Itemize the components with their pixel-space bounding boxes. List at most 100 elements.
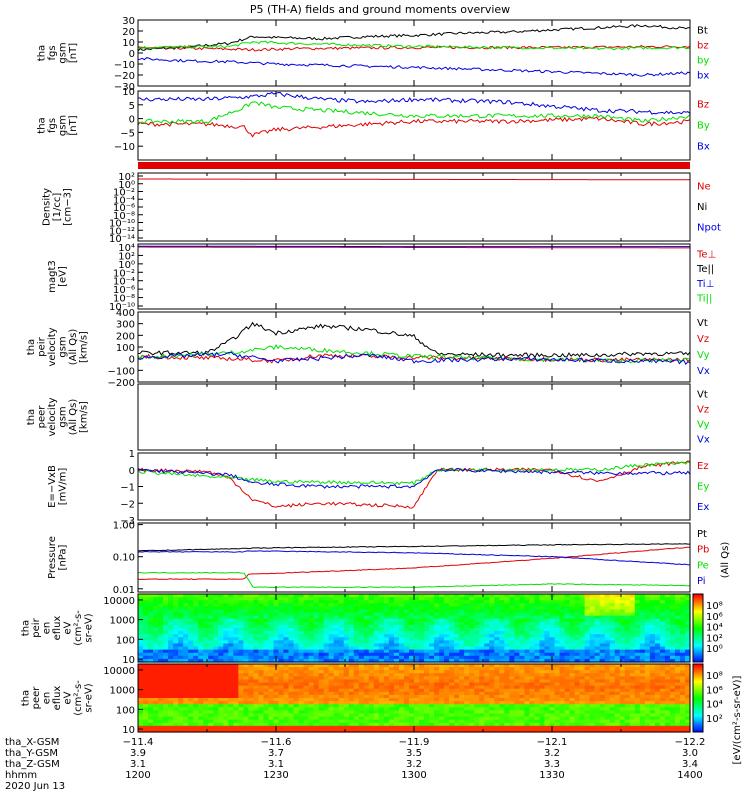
spectrogram-cell xyxy=(383,701,390,705)
spectrogram-cell xyxy=(398,670,405,674)
spectrogram-cell xyxy=(378,673,385,677)
spectrogram-cell xyxy=(599,609,606,614)
spectrogram-cell xyxy=(258,725,265,730)
spectrogram-cell xyxy=(624,606,631,611)
series-line-Pi xyxy=(137,550,691,566)
spectrogram-cell xyxy=(684,646,691,651)
spectrogram-cell xyxy=(674,652,681,657)
spectrogram-cell xyxy=(168,637,174,641)
spectrogram-cell xyxy=(178,673,184,677)
spectrogram-cell xyxy=(429,649,435,654)
spectrogram-cell xyxy=(258,637,265,641)
spectrogram-cell xyxy=(168,673,174,677)
spectrogram-cell xyxy=(358,600,365,604)
spectrogram-cell xyxy=(419,701,425,705)
spectrogram-cell xyxy=(378,634,385,638)
spectrogram-cell xyxy=(268,704,275,708)
spectrogram-cell xyxy=(148,658,154,663)
spectrogram-cell xyxy=(308,704,315,708)
spectrogram-cell xyxy=(188,652,194,657)
spectrogram-cell xyxy=(419,643,425,648)
spectrogram-cell xyxy=(288,719,295,724)
spectrogram-cell xyxy=(368,646,375,651)
spectrogram-cell xyxy=(509,646,515,651)
spectrogram-cell xyxy=(143,670,149,674)
spectrogram-cell xyxy=(138,722,144,727)
spectrogram-cell xyxy=(238,624,244,629)
spectrogram-cell xyxy=(183,649,189,654)
spectrogram-cell xyxy=(393,716,400,721)
spectrogram-cell xyxy=(569,624,576,629)
spectrogram-cell xyxy=(153,652,159,657)
spectrogram-cell xyxy=(218,655,224,660)
ytick-label: 10000 xyxy=(103,596,135,607)
spectrogram-cell xyxy=(574,606,581,611)
spectrogram-cell xyxy=(509,609,515,614)
spectrogram-cell xyxy=(358,640,365,645)
spectrogram-cell xyxy=(183,600,189,604)
spectrogram-cell xyxy=(644,612,651,617)
spectrogram-cell xyxy=(333,710,340,715)
spectrogram-cell xyxy=(363,719,370,724)
spectrogram-cell xyxy=(519,698,525,702)
spectrogram-cell xyxy=(368,694,375,699)
spectrogram-cell xyxy=(273,612,280,617)
spectrogram-cell xyxy=(559,682,566,687)
spectrogram-cell xyxy=(363,634,370,638)
spectrogram-cell xyxy=(193,600,199,604)
spectrogram-cell xyxy=(278,652,285,657)
spectrogram-cell xyxy=(323,667,330,671)
spectrogram-cell xyxy=(414,634,420,638)
spectrogram-cell xyxy=(373,612,380,617)
spectrogram-cell xyxy=(328,725,335,730)
spectrogram-cell xyxy=(203,713,209,718)
spectrogram-cell xyxy=(444,603,450,607)
spectrogram-cell xyxy=(238,640,244,645)
spectrogram-cell xyxy=(288,649,295,654)
spectrogram-cell xyxy=(429,691,435,696)
spectrogram-cell xyxy=(173,628,179,632)
spectrogram-cell xyxy=(444,685,450,690)
spectrogram-cell xyxy=(178,728,184,733)
spectrogram-cell xyxy=(529,658,536,663)
spectrogram-cell xyxy=(323,631,330,635)
spectrogram-cell xyxy=(564,615,571,620)
legend-label: Ex xyxy=(697,502,709,513)
spectrogram-cell xyxy=(223,615,229,620)
spectrogram-cell xyxy=(248,643,255,648)
spectrogram-cell xyxy=(569,673,576,677)
spectrogram-cell xyxy=(524,634,531,638)
spectrogram-cell xyxy=(353,688,360,693)
spectrogram-cell xyxy=(589,646,596,651)
spectrogram-cell xyxy=(173,673,179,677)
spectrogram-cell xyxy=(288,640,295,645)
spectrogram-cell xyxy=(629,704,636,708)
spectrogram-cell xyxy=(198,670,204,674)
spectrogram-cell xyxy=(659,646,666,651)
spectrogram-cell xyxy=(604,643,611,648)
spectrogram-cell xyxy=(544,615,551,620)
spectrogram-cell xyxy=(263,624,270,629)
spectrogram-cell xyxy=(584,716,591,721)
spectrogram-cell xyxy=(348,640,355,645)
spectrogram-cell xyxy=(288,673,295,677)
spectrogram-cell xyxy=(484,594,490,598)
spectrogram-cell xyxy=(188,621,194,626)
spectrogram-cell xyxy=(203,634,209,638)
spectrogram-cell xyxy=(303,649,310,654)
spectrogram-cell xyxy=(198,600,204,604)
spectrogram-cell xyxy=(343,710,350,715)
spectrogram-cell xyxy=(594,685,601,690)
spectrogram-cell xyxy=(564,691,571,696)
spectrogram-cell xyxy=(368,728,375,733)
spectrogram-cell xyxy=(474,701,480,705)
spectrogram-cell xyxy=(419,658,425,663)
spectrogram-cell xyxy=(549,643,556,648)
spectrogram-cell xyxy=(353,667,360,671)
spectrogram-cell xyxy=(449,670,455,674)
spectrogram-cell xyxy=(173,691,179,696)
spectrogram-cell xyxy=(454,603,460,607)
spectrogram-cell xyxy=(398,716,405,721)
spectrogram-cell xyxy=(248,667,255,671)
